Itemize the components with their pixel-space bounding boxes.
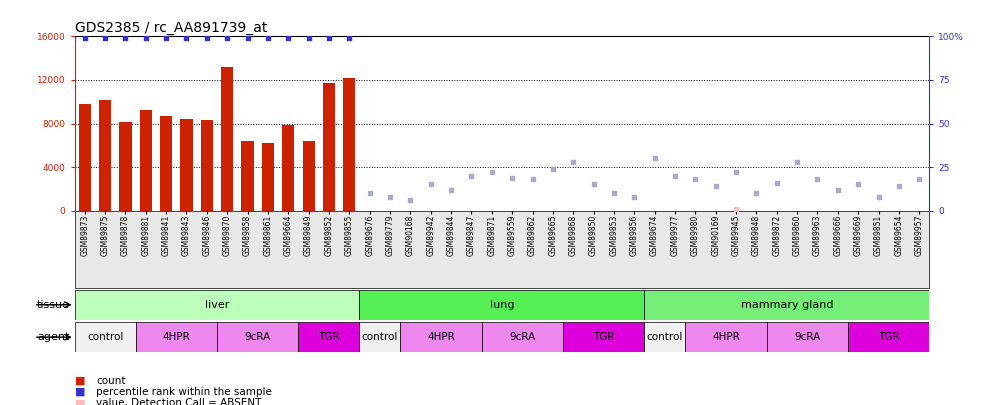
Bar [242, 141, 253, 211]
Bar [685, 322, 766, 352]
Text: ■: ■ [75, 399, 85, 405]
Bar [180, 119, 193, 211]
Bar [343, 78, 356, 211]
Bar [221, 67, 234, 211]
Bar [563, 322, 644, 352]
Bar [75, 290, 360, 320]
Text: value, Detection Call = ABSENT: value, Detection Call = ABSENT [96, 399, 261, 405]
Text: tissue: tissue [37, 300, 70, 310]
Bar [201, 120, 213, 211]
Text: 4HPR: 4HPR [162, 332, 190, 342]
Text: lung: lung [490, 300, 514, 310]
Text: control: control [647, 332, 683, 342]
Text: TGR: TGR [593, 332, 614, 342]
Text: count: count [96, 376, 126, 386]
Text: TGR: TGR [318, 332, 340, 342]
Bar [482, 322, 563, 352]
Text: 9cRA: 9cRA [794, 332, 820, 342]
Text: 4HPR: 4HPR [712, 332, 740, 342]
Bar [298, 322, 360, 352]
Text: percentile rank within the sample: percentile rank within the sample [96, 387, 272, 397]
Text: agent: agent [37, 332, 70, 342]
Bar [99, 100, 111, 211]
Bar [160, 116, 172, 211]
Bar [140, 111, 152, 211]
Text: liver: liver [205, 300, 230, 310]
Bar [401, 322, 482, 352]
Text: 4HPR: 4HPR [427, 332, 455, 342]
Text: mammary gland: mammary gland [741, 300, 833, 310]
Bar [766, 322, 848, 352]
Text: control: control [362, 332, 398, 342]
Text: 9cRA: 9cRA [509, 332, 536, 342]
Text: 9cRA: 9cRA [245, 332, 270, 342]
Bar [282, 125, 294, 211]
Text: control: control [86, 332, 123, 342]
Bar [302, 141, 315, 211]
Text: ■: ■ [75, 376, 85, 386]
Text: ■: ■ [75, 387, 85, 397]
Text: TGR: TGR [878, 332, 900, 342]
Text: GDS2385 / rc_AA891739_at: GDS2385 / rc_AA891739_at [75, 21, 267, 35]
Bar [75, 322, 135, 352]
Bar [135, 322, 217, 352]
Bar [360, 322, 401, 352]
Bar [644, 290, 929, 320]
Bar [323, 83, 335, 211]
Bar [261, 143, 274, 211]
Bar [644, 322, 685, 352]
Bar [119, 122, 131, 211]
Bar [217, 322, 298, 352]
Bar [79, 104, 90, 211]
Bar [360, 290, 644, 320]
Bar [848, 322, 929, 352]
